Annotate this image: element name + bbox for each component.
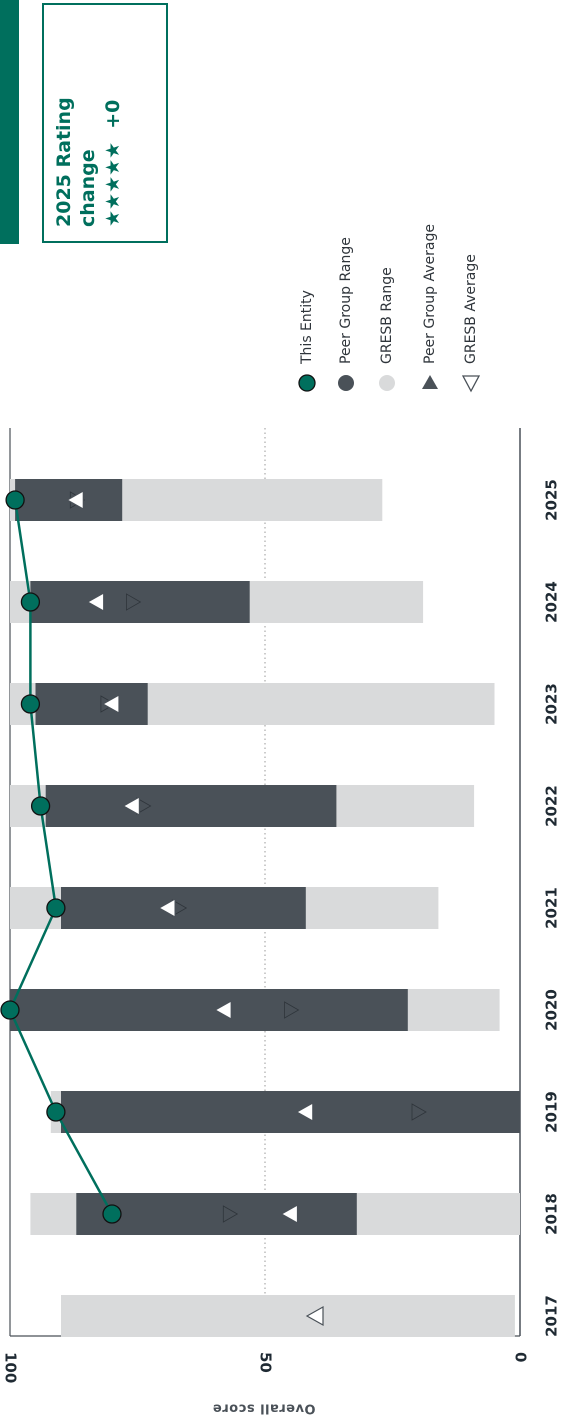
category-label-2019: 2019: [543, 1091, 561, 1133]
this-entity-point-2022: [30, 796, 51, 816]
peer-group-average-marker-2024: [126, 593, 142, 611]
peer-group-range-bar-2023: [35, 683, 148, 725]
legend-label: Peer Group Range: [338, 237, 354, 364]
gresb-average-marker-2018: [280, 1203, 299, 1225]
category-label-2025: 2025: [543, 479, 561, 521]
gresb-average-marker-2025: [66, 489, 84, 511]
gresb-average-marker-2022: [122, 795, 140, 817]
legend-label: GRESB Average: [463, 254, 479, 364]
y-tick-label: 100: [2, 1352, 20, 1383]
this-entity-point-2021: [46, 898, 66, 918]
entity-circle-icon: [298, 374, 316, 392]
category-label-2024: 2024: [543, 581, 561, 623]
this-entity-point-2019: [46, 1102, 66, 1122]
category-label-2023: 2023: [543, 683, 561, 725]
peer-group-range-bar-2022: [45, 785, 337, 827]
this-entity-point-2025: [5, 490, 25, 510]
labels-layer: 0 50 100 Overall score 2017 2018 2019 2020 2021 2…: [2, 479, 561, 1415]
this-entity-point-2023: [20, 694, 41, 714]
light-circle-icon: [379, 375, 395, 391]
gresb-average-marker-2020: [213, 999, 232, 1021]
peer-group-average-marker-2019: [411, 1103, 427, 1121]
legend-label: GRESB Range: [379, 267, 395, 364]
filled-triangle-icon: [422, 375, 438, 389]
this-entity-point-2020: [0, 1000, 20, 1020]
dark-circle-icon: [338, 375, 354, 391]
peer-group-range-bar-2019: [61, 1091, 520, 1133]
peer-group-average-marker-2020: [284, 1001, 300, 1019]
this-entity-line: [8, 499, 114, 1215]
accent-bar: [0, 0, 19, 244]
hollow-triangle-icon: [461, 375, 481, 393]
gresb-average-marker-2017: [305, 1305, 324, 1327]
category-label-2018: 2018: [543, 1193, 561, 1235]
gresb-range-bar-2017: [61, 1295, 515, 1337]
peer-group-average-marker-2018: [222, 1205, 239, 1223]
markers-layer: [0, 489, 427, 1327]
y-tick-label: 0: [512, 1352, 530, 1362]
category-label-2020: 2020: [543, 989, 561, 1031]
bars-layer: [10, 479, 521, 1337]
peer-group-range-bar-2018: [76, 1193, 357, 1235]
rating-change-box: 2025 Rating change ★★★★★ +0: [42, 3, 168, 243]
y-axis-title: Overall score: [212, 1401, 315, 1416]
this-entity-point-2024: [20, 592, 41, 612]
this-entity-point-2018: [102, 1204, 122, 1224]
gresb-average-marker-2019: [295, 1101, 314, 1123]
peer-group-range-bar-2020: [10, 989, 408, 1031]
gresb-average-marker-2023: [101, 693, 120, 715]
gresb-average-marker-2021: [157, 897, 176, 919]
gresb-average-marker-2024: [86, 591, 105, 613]
legend-label: This Entity: [299, 290, 315, 365]
category-label-2017: 2017: [543, 1295, 561, 1337]
category-label-2021: 2021: [543, 887, 561, 929]
category-label-2022: 2022: [543, 785, 561, 827]
y-tick-label: 50: [257, 1352, 275, 1373]
legend-label: Peer Group Average: [422, 224, 438, 364]
legend: This Entity Peer Group Range GRESB Range Pe…: [298, 224, 481, 393]
